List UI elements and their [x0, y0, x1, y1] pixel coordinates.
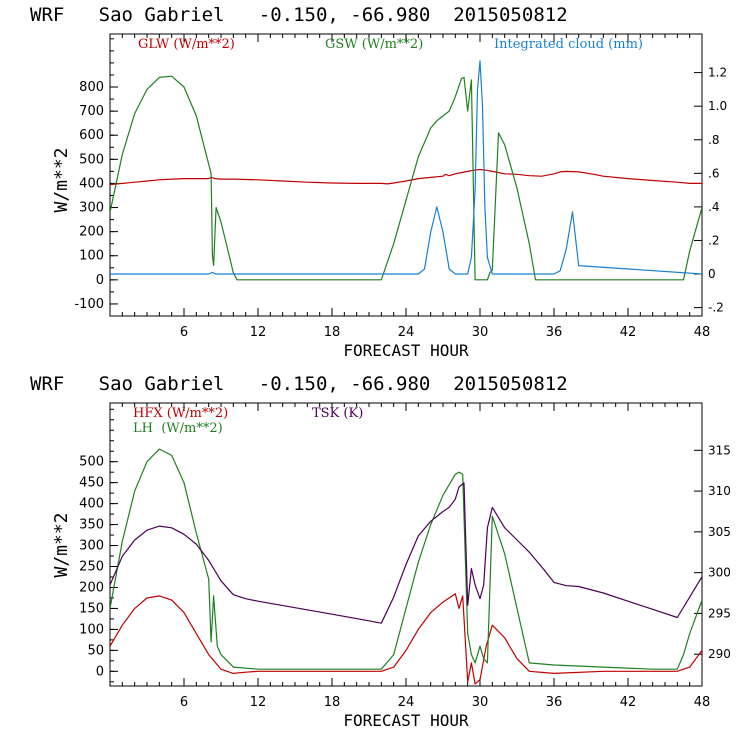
legend-entry: LH (W/m**2): [133, 421, 223, 436]
y-tick-label: 500: [79, 455, 104, 470]
series-line-hfx: [110, 593, 702, 685]
x-tick-label: 48: [694, 695, 711, 710]
chart-panel-1: WRF Sao Gabriel -0.150, -66.980 20150508…: [30, 4, 727, 360]
x-tick-label: 48: [694, 325, 711, 340]
x-tick-label: 36: [546, 325, 563, 340]
y-tick-label: 350: [79, 518, 104, 533]
y-tick-label: 200: [79, 580, 104, 595]
y2-tick-label: .4: [708, 200, 719, 214]
x-tick-label: 24: [398, 325, 415, 340]
series-group: [110, 448, 702, 685]
y2-tick-label: 295: [708, 606, 731, 620]
y2-tick-label: 300: [708, 566, 731, 580]
x-tick-label: 6: [180, 695, 188, 710]
y2-tick-label: 290: [708, 647, 731, 661]
y-tick-label: 450: [79, 476, 104, 491]
legend-entry: TSK (K): [312, 406, 363, 421]
series-line-gsw: [110, 75, 702, 281]
series-group: [110, 60, 702, 281]
x-tick-label: 30: [472, 325, 489, 340]
chart-panel-2: WRF Sao Gabriel -0.150, -66.980 20150508…: [30, 373, 731, 730]
y-tick-label: 600: [79, 128, 104, 143]
legend-entry: Integrated cloud (mm): [494, 37, 643, 52]
y-tick-label: 400: [79, 497, 104, 512]
x-tick-label: 36: [546, 695, 563, 710]
y-tick-label: 150: [79, 601, 104, 616]
x-axis-label: FORECAST HOUR: [343, 711, 469, 730]
y-tick-label: -100: [74, 297, 104, 312]
series-line-glw: [110, 168, 702, 186]
x-tick-label: 30: [472, 695, 489, 710]
x-tick-label: 18: [324, 695, 341, 710]
y2-tick-label: .2: [708, 233, 719, 247]
y-tick-label: 800: [79, 80, 104, 95]
y-tick-label: 700: [79, 104, 104, 119]
y-tick-label: 100: [79, 249, 104, 264]
y2-tick-label: 1.0: [708, 99, 727, 113]
y-tick-label: 0: [96, 273, 104, 288]
legend-entry: GSW (W/m**2): [325, 37, 423, 52]
y-tick-label: 500: [79, 152, 104, 167]
y-tick-label: 300: [79, 201, 104, 216]
y2-tick-label: 1.2: [708, 66, 727, 80]
y2-tick-label: 310: [708, 484, 731, 498]
series-line-tsk: [110, 482, 702, 624]
legend-entry: HFX (W/m**2): [133, 406, 228, 421]
x-tick-label: 6: [180, 325, 188, 340]
y-tick-label: 200: [79, 225, 104, 240]
y-tick-label: 400: [79, 176, 104, 191]
legend-entry: GLW (W/m**2): [138, 37, 235, 52]
x-tick-label: 18: [324, 325, 341, 340]
y2-tick-label: 315: [708, 443, 731, 457]
series-line-integrated: [110, 60, 702, 275]
y-axis-label: W/m**2: [51, 147, 72, 212]
x-axis-label: FORECAST HOUR: [343, 341, 469, 360]
y-tick-label: 50: [87, 643, 104, 658]
chart-title: WRF Sao Gabriel -0.150, -66.980 20150508…: [30, 4, 568, 26]
x-tick-label: 12: [250, 695, 267, 710]
y2-tick-label: 0: [708, 267, 716, 281]
y2-tick-label: 305: [708, 525, 731, 539]
x-tick-label: 42: [620, 325, 637, 340]
y-tick-label: 100: [79, 622, 104, 637]
y-tick-label: 250: [79, 560, 104, 575]
x-tick-label: 24: [398, 695, 415, 710]
series-line-lh: [110, 448, 702, 670]
y2-tick-label: -.2: [708, 301, 724, 315]
y-tick-label: 0: [96, 664, 104, 679]
y2-tick-label: .6: [708, 166, 719, 180]
x-tick-label: 42: [620, 695, 637, 710]
x-tick-label: 12: [250, 325, 267, 340]
y2-tick-label: .8: [708, 133, 719, 147]
chart-title: WRF Sao Gabriel -0.150, -66.980 20150508…: [30, 373, 568, 395]
y-tick-label: 300: [79, 539, 104, 554]
y-axis-label: W/m**2: [51, 512, 72, 577]
